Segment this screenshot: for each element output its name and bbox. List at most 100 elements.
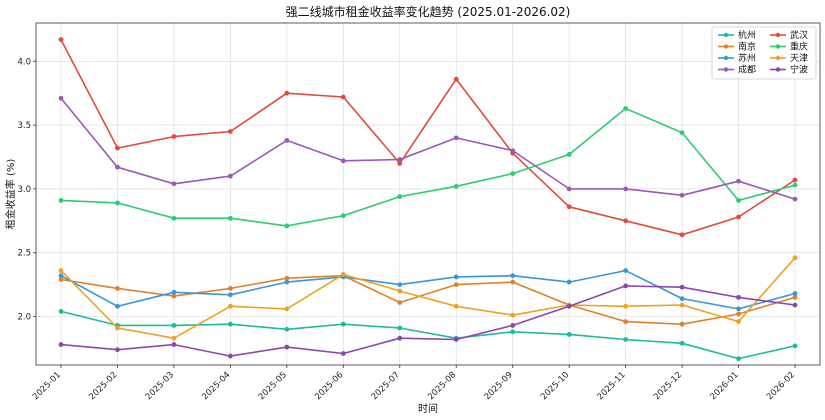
data-point xyxy=(115,303,120,309)
data-point xyxy=(227,353,233,359)
x-axis-ticks: 2025-01 2025-02 2025-03 2025-04 2025-05 2025-… xyxy=(31,365,797,402)
legend-swatch-marker xyxy=(723,44,729,49)
data-point xyxy=(58,342,64,347)
data-point xyxy=(115,145,120,151)
data-point xyxy=(227,286,233,291)
data-point xyxy=(623,106,629,111)
legend-swatch-marker xyxy=(723,67,729,72)
data-point xyxy=(453,282,459,288)
series-5 xyxy=(58,255,798,341)
legend-item: 武汉 xyxy=(770,29,808,41)
data-point xyxy=(510,148,516,154)
data-point xyxy=(171,134,177,139)
data-point xyxy=(510,273,516,279)
data-point xyxy=(227,303,233,309)
legend-label: 苏州 xyxy=(738,52,756,64)
data-point xyxy=(171,323,177,328)
data-point xyxy=(510,312,516,318)
legend-label: 重庆 xyxy=(790,41,808,53)
data-point xyxy=(679,296,685,302)
legend-item: 宁波 xyxy=(770,64,808,76)
data-point xyxy=(115,200,120,206)
data-point xyxy=(58,273,64,279)
data-point xyxy=(115,164,120,170)
data-point xyxy=(566,204,572,210)
series-1 xyxy=(58,37,798,238)
series-line xyxy=(60,310,796,360)
x-tick-label: 2025-11 xyxy=(596,370,628,402)
data-point xyxy=(58,309,64,314)
x-tick-label: 2025-05 xyxy=(257,370,289,402)
legend-item: 杭州 xyxy=(718,29,756,41)
data-point xyxy=(397,157,403,162)
legend-swatch-marker xyxy=(723,55,729,61)
data-point xyxy=(171,342,177,347)
x-tick-label: 2025-02 xyxy=(87,370,119,402)
data-point xyxy=(679,192,685,198)
legend-label: 天津 xyxy=(790,53,808,64)
data-point xyxy=(566,303,572,309)
data-point xyxy=(679,232,685,238)
data-point xyxy=(115,347,120,353)
data-point xyxy=(679,284,685,290)
series-line xyxy=(60,257,796,340)
data-point xyxy=(679,321,685,327)
data-point xyxy=(340,213,346,219)
data-point xyxy=(340,321,346,327)
data-point xyxy=(566,331,572,337)
data-point xyxy=(566,186,572,192)
plot-frame xyxy=(35,22,821,366)
x-tick-label: 2025-04 xyxy=(200,370,232,402)
data-point xyxy=(510,323,516,328)
data-point xyxy=(284,223,290,229)
data-point xyxy=(736,178,741,184)
data-point xyxy=(623,337,629,342)
x-tick-label: 2025-08 xyxy=(426,370,458,402)
x-tick-label: 2025-06 xyxy=(313,370,345,402)
data-point xyxy=(58,197,64,203)
data-point xyxy=(171,289,177,295)
data-point xyxy=(736,294,741,300)
data-point xyxy=(623,186,629,192)
legend-swatch-marker xyxy=(775,44,781,49)
data-point xyxy=(623,319,629,325)
y-tick-label: 3.0 xyxy=(17,185,31,195)
chart-title: 强二线城市租金收益率变化趋势 (2025.01-2026.02) xyxy=(286,4,571,19)
data-point xyxy=(171,293,177,299)
series-4 xyxy=(58,268,798,312)
data-point xyxy=(284,306,290,312)
data-point xyxy=(227,129,233,134)
series-line xyxy=(60,269,796,310)
legend-item: 苏州 xyxy=(718,52,756,64)
y-tick-label: 2.5 xyxy=(17,249,31,259)
y-axis-ticks: 2.0 2.5 3.0 3.5 4.0 xyxy=(17,57,36,323)
data-point xyxy=(792,196,798,202)
data-point xyxy=(340,158,346,164)
data-point xyxy=(397,194,403,199)
data-point xyxy=(340,351,346,356)
data-point xyxy=(58,95,64,101)
legend-label: 武汉 xyxy=(790,29,808,41)
legend-label: 宁波 xyxy=(790,64,808,76)
data-point xyxy=(397,335,403,341)
series-3 xyxy=(58,106,798,229)
x-tick-label: 2025-12 xyxy=(652,370,684,402)
data-point xyxy=(284,344,290,350)
data-point xyxy=(679,130,685,136)
data-point xyxy=(171,215,177,221)
data-point xyxy=(115,325,120,331)
data-point xyxy=(284,326,290,332)
data-point xyxy=(623,283,629,289)
data-point xyxy=(453,274,459,280)
grid xyxy=(36,23,820,365)
data-point xyxy=(58,268,64,273)
series-0 xyxy=(58,309,798,362)
data-point xyxy=(340,271,346,277)
legend-swatch-marker xyxy=(775,55,781,61)
x-tick-label: 2025-03 xyxy=(144,370,176,402)
data-point xyxy=(227,292,233,298)
series-line xyxy=(60,107,796,227)
series-6 xyxy=(58,95,798,202)
data-point xyxy=(510,329,516,335)
